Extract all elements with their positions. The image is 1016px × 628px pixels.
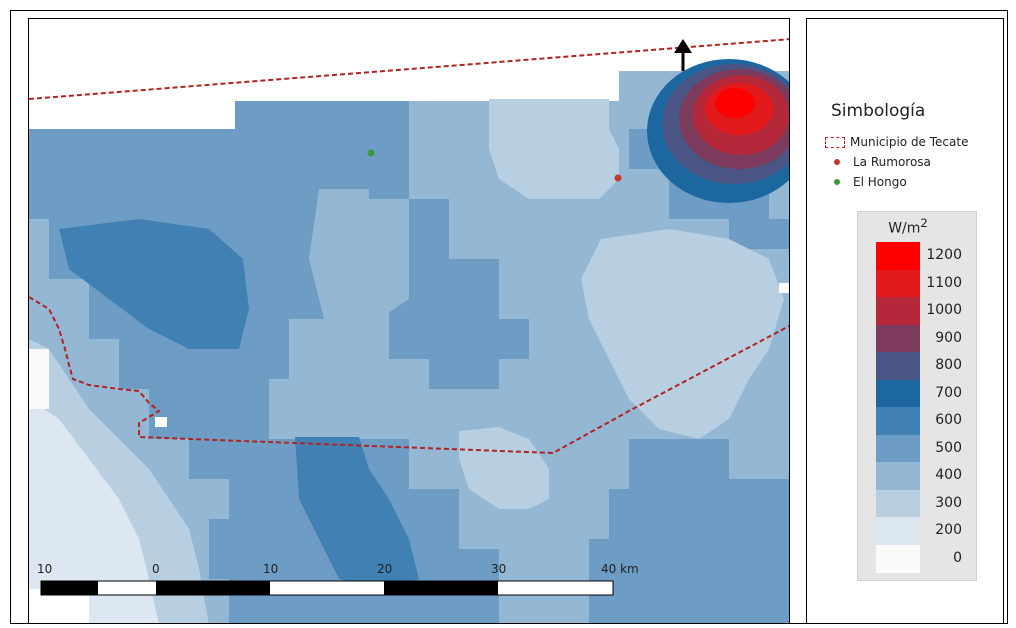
ramp-swatch <box>876 489 920 518</box>
scale-label: 10 <box>263 562 278 576</box>
ramp-swatch <box>876 517 920 545</box>
legend-item-label: El Hongo <box>853 175 907 189</box>
legend-item-label: La Rumorosa <box>853 155 931 169</box>
ramp-label: 800 <box>935 357 962 373</box>
ramp-swatch <box>876 352 920 380</box>
raster-class-0 <box>29 349 49 409</box>
ramp-label: 900 <box>935 329 962 346</box>
ramp-swatch <box>876 269 920 298</box>
ramp-label: 700 <box>935 384 962 401</box>
ramp-label: 200 <box>935 522 962 538</box>
ramp-label: 600 <box>935 412 962 428</box>
scale-label: 40 km <box>601 562 639 576</box>
scale-label: 0 <box>152 562 160 576</box>
scale-label: 30 <box>491 562 506 576</box>
raster-class-300 <box>581 229 784 439</box>
ramp-swatch <box>876 544 920 573</box>
ramp-swatch <box>876 297 920 325</box>
legend-item-municipio: Municipio de Tecate <box>825 135 968 149</box>
dashed-boundary-icon <box>825 136 845 148</box>
raster-class-300 <box>489 99 619 199</box>
legend-panel: Simbología Municipio de Tecate La Rumoro… <box>806 18 1004 624</box>
ramp-swatch <box>876 379 920 408</box>
ramp-label: 1100 <box>926 274 962 291</box>
scale-bar: 10 0 10 20 30 40 km <box>37 562 639 596</box>
raster-class-400 <box>309 189 409 339</box>
map-panel[interactable]: 10 0 10 20 30 40 km <box>28 18 790 624</box>
municipio-boundary-north <box>29 38 789 100</box>
legend-title: Simbología <box>831 101 926 121</box>
raster-class-0 <box>155 417 167 427</box>
green-dot-icon <box>834 179 840 185</box>
ramp-label: 400 <box>935 467 962 483</box>
scale-label: 10 <box>37 562 52 576</box>
raster-class-300 <box>459 427 549 509</box>
north-arrow-icon <box>674 39 692 71</box>
ramp-label: 300 <box>935 494 962 511</box>
ramp-swatch <box>876 434 920 463</box>
la-rumorosa-marker <box>614 174 622 182</box>
raster-class-200 <box>29 399 159 623</box>
red-dot-icon <box>834 159 840 165</box>
ramp-swatch <box>876 242 920 270</box>
raster-class-500 <box>389 199 529 389</box>
legend-item-label: Municipio de Tecate <box>850 135 969 149</box>
ramp-swatch <box>876 462 920 490</box>
raster-class-600 <box>59 219 249 349</box>
raster-class-500 <box>589 439 789 623</box>
radiation-hotspot <box>647 59 789 203</box>
ramp-label: 500 <box>935 439 962 456</box>
municipio-boundary-south <box>29 296 789 455</box>
el-hongo-marker <box>367 149 375 157</box>
ramp-swatch <box>876 407 920 435</box>
ramp-label: 0 <box>953 549 962 566</box>
raster-class-0 <box>779 283 789 293</box>
legend-item-el-hongo: El Hongo <box>825 175 907 189</box>
ramp-label: 1000 <box>926 302 962 318</box>
raster-class-600 <box>295 437 419 589</box>
legend-item-la-rumorosa: La Rumorosa <box>825 155 931 169</box>
ramp-label: 1200 <box>926 247 962 263</box>
ramp-unit: W/m2 <box>888 216 928 237</box>
ramp-swatch <box>876 324 920 353</box>
scale-label: 20 <box>377 562 392 576</box>
color-ramp: W/m2 1200 1100 1000 900 800 700 600 500 400 300 20… <box>857 211 977 581</box>
raster-nodata-top <box>29 19 789 129</box>
